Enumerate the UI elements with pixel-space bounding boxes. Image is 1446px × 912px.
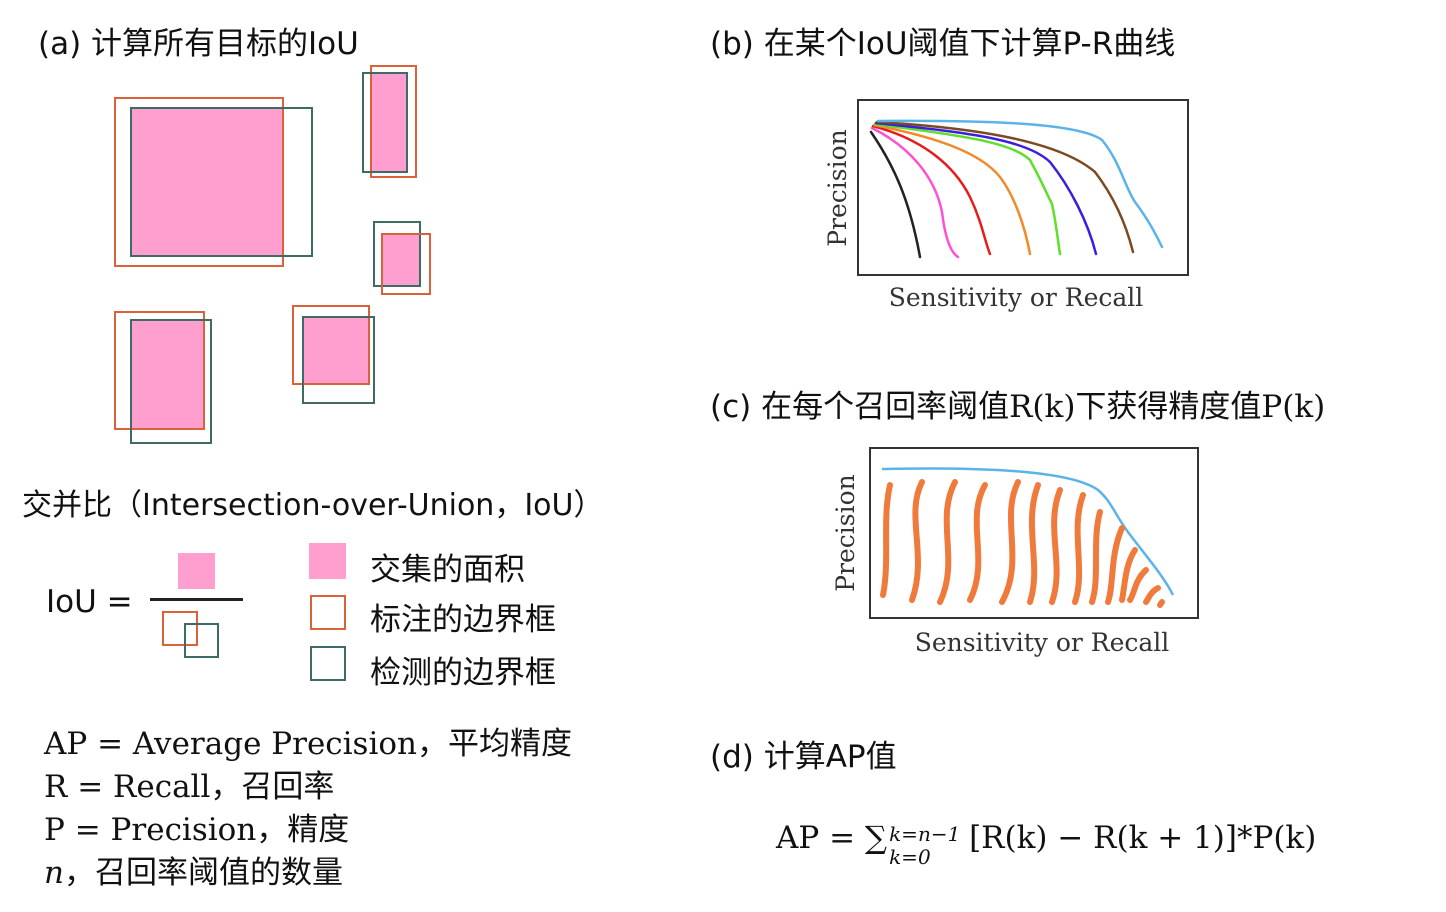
pc-envelope-curve	[881, 467, 1175, 596]
pr-curve-6	[874, 121, 1098, 256]
panel-c-pk: P(k)	[1261, 389, 1326, 425]
formula-union-det	[184, 623, 219, 658]
intersection-area	[131, 320, 205, 430]
pc-precision-stroke-11	[1119, 547, 1138, 603]
ground-truth-box	[292, 305, 370, 385]
detected-box	[130, 319, 212, 444]
panel-d-title: (d) 计算AP值	[710, 739, 897, 775]
intersection-area	[303, 317, 369, 385]
ground-truth-box	[114, 97, 284, 267]
definition-precision: P = Precision，精度	[44, 812, 350, 848]
legend-label-ground-truth: 标注的边界框	[370, 602, 556, 638]
pr-curve-1	[869, 130, 922, 259]
pr-curve-5	[873, 122, 1062, 256]
detected-box	[362, 72, 408, 173]
iou-caption: 交并比（Intersection-over-Union，IoU）	[22, 488, 604, 523]
pc-precision-stroke-13	[1143, 585, 1161, 605]
sum-upper-limit: k=n−1	[889, 821, 961, 846]
detected-box	[302, 316, 375, 404]
pc-precision-stroke-7	[1049, 487, 1063, 605]
iou-formula-label: IoU =	[46, 584, 133, 620]
ground-truth-box	[370, 65, 417, 178]
pr-chart-xlabel: Sensitivity or Recall	[889, 283, 1144, 312]
ground-truth-box	[381, 233, 431, 295]
definition-n-text: ，召回率阈值的数量	[63, 855, 343, 891]
definition-n: n，召回率阈值的数量	[44, 847, 343, 892]
intersection-area	[370, 74, 408, 173]
pr-curve-4	[872, 123, 1032, 256]
pc-chart-xlabel: Sensitivity or Recall	[915, 628, 1170, 657]
legend-label-detected: 检测的边界框	[370, 655, 556, 691]
ap-formula: AP = ∑ k=n−1 k=0 [R(k) − R(k + 1)]*P(k)	[776, 818, 1317, 869]
pr-curve-8	[876, 119, 1164, 249]
precision-per-recall-chart: Precision Sensitivity or Recall	[831, 447, 1199, 657]
definition-recall: R = Recall，召回率	[44, 769, 335, 805]
legend-label-intersection: 交集的面积	[370, 552, 525, 588]
ground-truth-box	[114, 311, 205, 430]
formula-union-gt	[162, 611, 198, 646]
legend-swatch-ground-truth	[310, 595, 346, 630]
sum-limits: k=n−1 k=0	[887, 820, 969, 869]
panel-c-title-mid: 下获得精度值	[1075, 389, 1262, 425]
pr-curve-2	[870, 126, 960, 259]
pc-precision-stroke-9	[1089, 509, 1103, 605]
panel-c-title-pre: (c) 在每个召回率阈值	[710, 389, 1010, 425]
panel-a-title: (a) 计算所有目标的IoU	[38, 26, 359, 62]
legend-swatch-detected	[310, 646, 346, 681]
pr-curves-chart: Precision Sensitivity or Recall	[823, 99, 1189, 312]
fraction-bar	[150, 598, 243, 601]
pc-precision-stroke-6	[1027, 482, 1041, 605]
sum-lower-limit: k=0	[889, 844, 931, 869]
intersection-area	[131, 108, 282, 256]
definition-ap: AP = Average Precision，平均精度	[44, 726, 573, 762]
pr-chart-ylabel: Precision	[823, 129, 852, 247]
ap-formula-lhs: AP = ∑	[776, 820, 888, 856]
intersection-area	[382, 234, 420, 287]
pc-precision-stroke-4	[967, 482, 988, 603]
pc-chart-ylabel: Precision	[831, 474, 860, 592]
panel-c-title: (c) 在每个召回率阈值R(k)下获得精度值P(k)	[710, 381, 1325, 426]
pr-curve-3	[871, 124, 992, 256]
pc-precision-stroke-2	[909, 479, 925, 603]
pc-precision-stroke-3	[937, 479, 958, 605]
pr-curve-7	[875, 120, 1135, 254]
panel-c-rk: R(k)	[1009, 389, 1076, 425]
variable-n: n	[44, 855, 64, 891]
formula-numerator-intersection	[178, 553, 215, 589]
pc-precision-stroke-14	[1157, 599, 1165, 608]
pc-precision-stroke-5	[999, 479, 1021, 605]
ap-formula-rhs: [R(k) − R(k + 1)]*P(k)	[969, 820, 1317, 856]
pc-precision-stroke-12	[1127, 567, 1149, 603]
pc-precision-stroke-1	[880, 482, 893, 598]
detected-box	[373, 221, 421, 287]
pc-precision-stroke-10	[1105, 525, 1125, 605]
legend-swatch-intersection	[309, 543, 346, 579]
detected-box	[130, 107, 313, 257]
pc-precision-stroke-8	[1072, 492, 1086, 605]
panel-b-title: (b) 在某个IoU阈值下计算P-R曲线	[710, 26, 1176, 62]
